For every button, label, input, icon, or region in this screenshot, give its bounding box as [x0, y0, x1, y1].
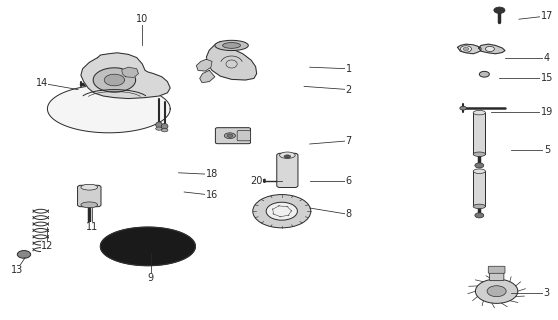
Circle shape	[475, 163, 484, 168]
Text: 19: 19	[541, 107, 553, 117]
Text: 11: 11	[86, 222, 98, 232]
Ellipse shape	[156, 122, 162, 128]
Ellipse shape	[156, 127, 162, 130]
Polygon shape	[196, 59, 212, 71]
Circle shape	[460, 46, 472, 52]
Ellipse shape	[284, 155, 291, 158]
Text: 10: 10	[136, 14, 148, 24]
Text: 7: 7	[345, 136, 352, 146]
Ellipse shape	[81, 184, 98, 190]
FancyBboxPatch shape	[237, 131, 251, 141]
Polygon shape	[47, 85, 170, 133]
Circle shape	[17, 251, 31, 258]
Bar	[473, 171, 485, 206]
Text: 18: 18	[206, 169, 218, 180]
Ellipse shape	[161, 129, 168, 132]
Circle shape	[463, 47, 469, 51]
Text: 1: 1	[346, 64, 352, 74]
Circle shape	[487, 286, 506, 297]
FancyBboxPatch shape	[277, 153, 298, 188]
Ellipse shape	[473, 152, 485, 156]
Text: 8: 8	[346, 209, 352, 220]
Circle shape	[475, 213, 484, 218]
Ellipse shape	[224, 133, 235, 139]
Text: 15: 15	[541, 73, 553, 84]
Circle shape	[494, 7, 505, 13]
FancyBboxPatch shape	[78, 185, 101, 207]
Ellipse shape	[227, 134, 233, 137]
Polygon shape	[93, 68, 136, 92]
Text: 5: 5	[543, 145, 550, 156]
Polygon shape	[458, 44, 481, 54]
Text: 12: 12	[41, 241, 54, 252]
Ellipse shape	[81, 202, 98, 208]
Polygon shape	[261, 179, 265, 182]
Ellipse shape	[161, 124, 168, 129]
Circle shape	[479, 71, 489, 77]
Circle shape	[475, 279, 518, 303]
FancyBboxPatch shape	[488, 266, 505, 273]
Ellipse shape	[473, 110, 485, 115]
FancyBboxPatch shape	[215, 128, 251, 144]
Circle shape	[485, 46, 494, 52]
Polygon shape	[200, 70, 215, 83]
Circle shape	[460, 106, 466, 110]
Circle shape	[253, 195, 311, 228]
Polygon shape	[81, 53, 170, 99]
Text: 4: 4	[544, 52, 550, 63]
Bar	[473, 113, 485, 154]
Polygon shape	[206, 42, 257, 80]
Polygon shape	[479, 44, 505, 54]
Text: 9: 9	[148, 273, 153, 284]
Text: 6: 6	[346, 176, 352, 186]
Circle shape	[266, 202, 297, 220]
Ellipse shape	[223, 43, 240, 48]
Ellipse shape	[473, 204, 485, 209]
Polygon shape	[100, 227, 195, 266]
FancyBboxPatch shape	[489, 268, 504, 281]
Text: 2: 2	[345, 84, 352, 95]
Ellipse shape	[473, 169, 485, 173]
Ellipse shape	[280, 152, 295, 158]
Text: 20: 20	[251, 176, 263, 186]
Text: 14: 14	[36, 78, 48, 88]
Polygon shape	[122, 67, 138, 77]
Text: 3: 3	[544, 288, 550, 298]
Text: 16: 16	[206, 190, 218, 200]
Text: 13: 13	[11, 265, 23, 276]
Polygon shape	[104, 74, 124, 86]
Ellipse shape	[215, 40, 248, 51]
Text: 17: 17	[541, 11, 553, 21]
